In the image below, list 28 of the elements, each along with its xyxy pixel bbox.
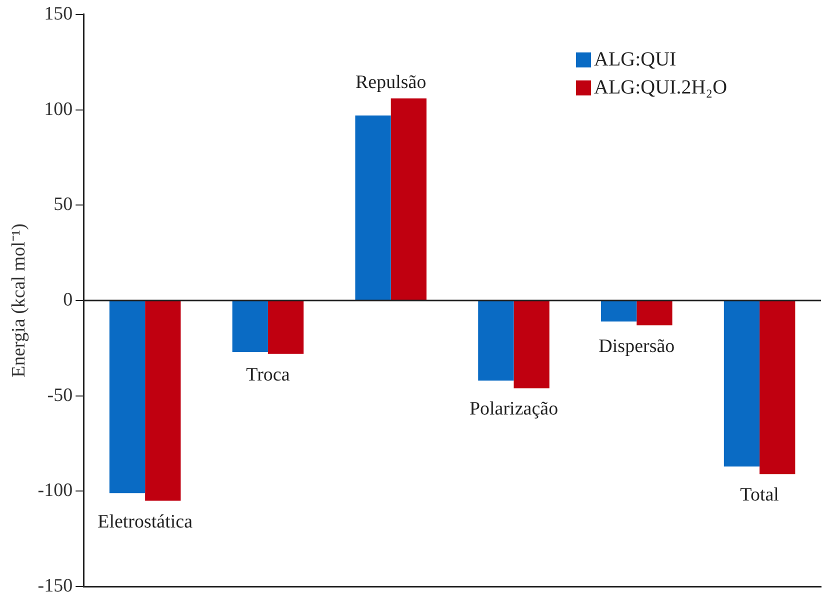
y-tick-label: -150 — [38, 576, 73, 597]
bar — [145, 301, 181, 501]
x-tick-label: Eletrostática — [98, 511, 194, 532]
y-tick-label: 150 — [44, 3, 73, 24]
bar — [514, 301, 550, 388]
bar — [760, 301, 796, 474]
legend-label: ALG:QUI — [594, 48, 676, 71]
y-tick-label: 0 — [63, 289, 73, 310]
x-tick-label: Troca — [246, 364, 290, 386]
bar — [355, 115, 391, 300]
x-tick-label: Total — [740, 484, 779, 506]
bar — [390, 98, 427, 300]
bar — [268, 301, 304, 354]
y-tick-label: 100 — [44, 98, 73, 120]
bar — [601, 301, 637, 322]
x-tick-label: Dispersão — [598, 336, 675, 357]
y-axis-title: Energia (kcal mol⁻¹) — [8, 224, 30, 378]
bar — [232, 301, 268, 352]
bar — [724, 301, 760, 466]
y-tick-label: 50 — [54, 194, 73, 216]
bar — [478, 301, 514, 381]
legend-label: ALG:QUI.2H₂O — [594, 76, 728, 99]
bar — [109, 301, 146, 494]
x-tick-label: Repulsão — [356, 72, 426, 93]
y-tick-label: -50 — [47, 384, 73, 406]
y-tick-label: -100 — [38, 480, 73, 502]
x-tick-label: Polarização — [469, 398, 558, 420]
bar — [636, 301, 672, 326]
